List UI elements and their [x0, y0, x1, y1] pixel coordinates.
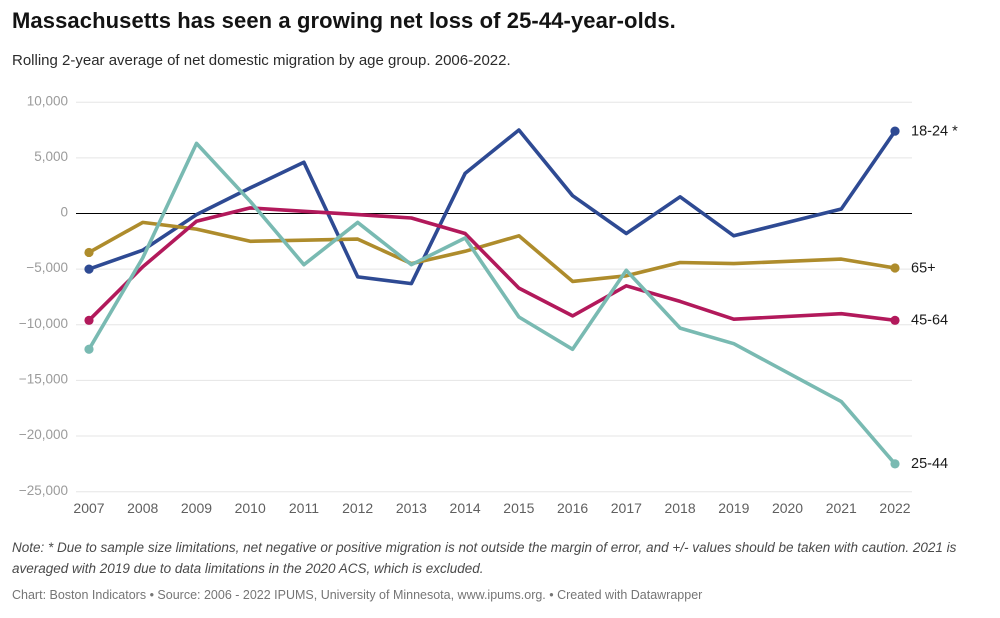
y-axis-tick-label: −15,000 — [19, 371, 68, 386]
x-axis-tick-label: 2020 — [772, 500, 803, 516]
chart-credit: Chart: Boston Indicators • Source: 2006 … — [12, 588, 703, 602]
series-line-65+ — [87, 220, 897, 284]
y-axis-tick-label: −5,000 — [26, 260, 68, 275]
series-endpoint-dot — [890, 126, 900, 136]
x-axis-tick-label: 2010 — [235, 500, 266, 516]
y-axis-tick-label: −20,000 — [19, 427, 68, 442]
x-axis-tick-label: 2022 — [879, 500, 910, 516]
x-axis-tick-label: 2013 — [396, 500, 427, 516]
x-axis-tick-label: 2018 — [664, 500, 695, 516]
x-axis-tick-label: 2017 — [611, 500, 642, 516]
series-endpoint-dot — [84, 264, 94, 274]
x-axis-tick-label: 2015 — [503, 500, 534, 516]
series-line-18-24 — [87, 128, 897, 286]
chart-footnote: Note: * Due to sample size limitations, … — [12, 540, 957, 576]
y-axis-tick-label: −25,000 — [19, 483, 68, 498]
chart-subtitle: Rolling 2-year average of net domestic m… — [12, 52, 511, 69]
line-chart: 10,000 5,000 0 −5,000 −10,000 −15,000 −20,000 −… — [19, 93, 958, 516]
series-endpoint-dot — [890, 459, 900, 469]
x-axis-tick-label: 2009 — [181, 500, 212, 516]
chart-title: Massachusetts has seen a growing net los… — [12, 8, 676, 33]
y-axis-tick-label: 5,000 — [34, 149, 68, 164]
y-axis-tick-label: 10,000 — [27, 93, 68, 108]
series-line-25-44 — [87, 141, 897, 466]
x-axis-tick-label: 2014 — [450, 500, 481, 516]
x-axis-tick-label: 2021 — [826, 500, 857, 516]
x-axis-tick-label: 2012 — [342, 500, 373, 516]
y-axis-tick-label: −10,000 — [19, 316, 68, 331]
x-axis-tick-label: 2011 — [289, 500, 319, 516]
series-endpoint-dot — [84, 344, 94, 354]
series-label: 45-64 — [911, 313, 948, 329]
series-label: 25-44 — [911, 456, 948, 472]
series-label: 18-24 * — [911, 123, 958, 139]
series-endpoint-dot — [84, 315, 94, 325]
x-axis-tick-label: 2019 — [718, 500, 749, 516]
series-label: 65+ — [911, 260, 936, 276]
x-axis-tick-label: 2016 — [557, 500, 588, 516]
series-endpoint-dot — [890, 315, 900, 325]
series-endpoint-dot — [890, 263, 900, 273]
x-axis-tick-label: 2008 — [127, 500, 158, 516]
series-endpoint-dot — [84, 247, 94, 258]
y-axis-tick-label: 0 — [60, 205, 68, 220]
series-line-45-64 — [87, 206, 897, 323]
x-axis-tick-label: 2007 — [73, 500, 104, 516]
